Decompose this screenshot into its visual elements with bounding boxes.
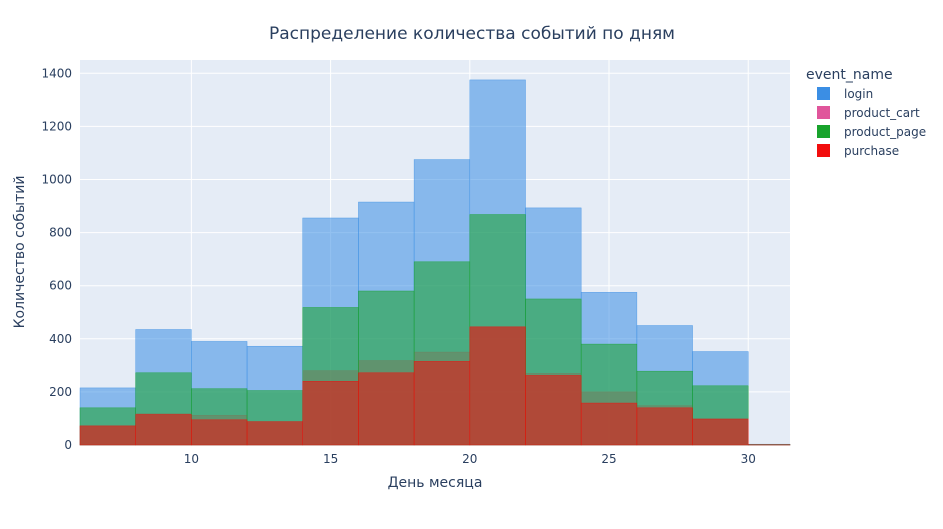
legend: event_name login product_cart product_page… bbox=[806, 67, 926, 158]
y-tick-label: 200 bbox=[49, 385, 72, 399]
x-tick-label: 15 bbox=[323, 452, 338, 466]
bar bbox=[581, 403, 637, 445]
bar bbox=[414, 361, 470, 445]
y-tick-label: 1400 bbox=[41, 66, 72, 80]
x-tick-label: 20 bbox=[462, 452, 477, 466]
legend-label: login bbox=[844, 87, 873, 101]
bar bbox=[358, 373, 414, 445]
x-tick-label: 30 bbox=[741, 452, 756, 466]
bar bbox=[136, 414, 192, 445]
bar bbox=[191, 420, 247, 445]
bar bbox=[80, 426, 136, 445]
x-tick-label: 10 bbox=[184, 452, 199, 466]
bar bbox=[637, 408, 693, 445]
y-axis-label: Количество событий bbox=[12, 176, 28, 329]
bar bbox=[247, 422, 303, 445]
y-tick-label: 1200 bbox=[41, 119, 72, 133]
bar bbox=[470, 327, 526, 445]
legend-label: product_page bbox=[844, 125, 926, 139]
legend-label: purchase bbox=[844, 144, 899, 158]
y-tick-label: 800 bbox=[49, 226, 72, 240]
legend-swatch bbox=[817, 125, 830, 138]
legend-title: event_name bbox=[806, 67, 893, 83]
x-axis-label: День месяца bbox=[388, 475, 483, 491]
y-tick-label: 0 bbox=[64, 438, 72, 452]
legend-swatch bbox=[817, 144, 830, 157]
legend-swatch bbox=[817, 87, 830, 100]
bar bbox=[303, 381, 359, 445]
y-tick-labels: 0 200 400 600 800 1000 1200 1400 bbox=[41, 66, 72, 452]
bar bbox=[525, 375, 581, 445]
legend-label: product_cart bbox=[844, 106, 920, 120]
x-tick-labels: 10 15 20 25 30 bbox=[184, 452, 756, 466]
y-tick-label: 600 bbox=[49, 279, 72, 293]
y-tick-label: 1000 bbox=[41, 172, 72, 186]
x-tick-label: 25 bbox=[601, 452, 616, 466]
y-tick-label: 400 bbox=[49, 332, 72, 346]
legend-swatch bbox=[817, 106, 830, 119]
chart-title: Распределение количества событий по дням bbox=[269, 24, 675, 44]
bar bbox=[693, 419, 749, 445]
